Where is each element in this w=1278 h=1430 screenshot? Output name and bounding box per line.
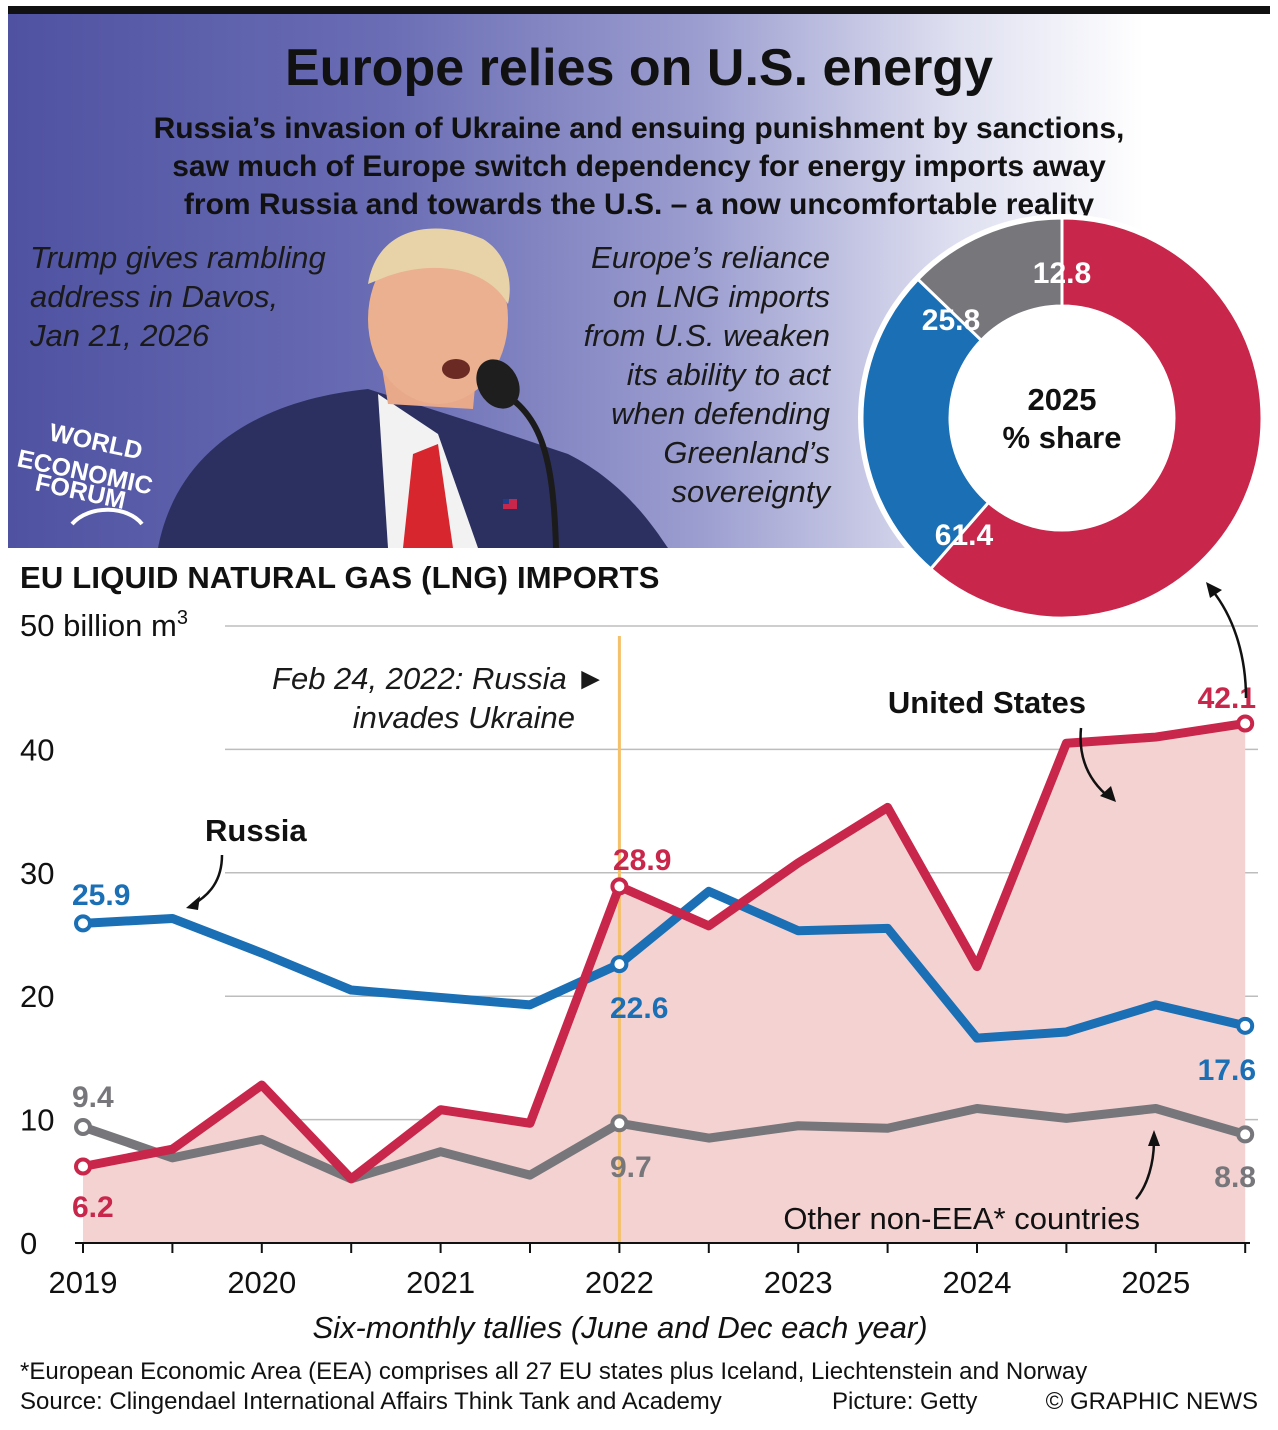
us-point [1236,714,1255,733]
x-tick-label: 2019 [49,1265,118,1300]
y-tick-label-text: 50 billion m [20,608,177,643]
top-rule [8,6,1270,14]
y-tick-unit-superscript: 3 [177,607,188,629]
source-note: Source: Clingendael International Affair… [20,1388,722,1415]
copyright: © GRAPHIC NEWS [1045,1388,1258,1415]
other-point [610,1114,629,1133]
russia-point [1236,1016,1255,1035]
caption-line: Trump gives rambling [30,240,326,275]
us-area-fill [83,723,1246,1243]
data-label: 17.6 [1198,1054,1256,1087]
data-label: 6.2 [72,1191,114,1224]
x-tick-label: 2021 [406,1265,475,1300]
russia-arrowhead [186,896,200,910]
hero-panel: WORLD ECONOMIC FORUM Europe relies on U.… [8,14,1270,548]
us-point [610,877,629,896]
us-arrowhead [1100,786,1116,802]
page-subtitle: Russia’s invasion of Ukraine and ensuing… [28,110,1250,224]
russia-pointer-arrow [191,854,224,907]
subtitle-line: Russia’s invasion of Ukraine and ensuing… [153,112,1125,145]
data-label: 9.4 [72,1081,114,1114]
reliance-annotation: Europe’s reliance on LNG imports from U.… [500,238,830,511]
russia-line [78,886,1250,1043]
x-tick-label: 2022 [585,1265,654,1300]
data-label: 42.1 [1198,682,1256,715]
y-tick-label: 20 [20,979,54,1014]
us-pointer-arrow [1079,727,1111,799]
invasion-annotation-line: invades Ukraine [353,700,575,735]
y-tick-label: 10 [20,1103,54,1138]
series-label-russia: Russia [205,813,307,848]
caption-line: Jan 21, 2026 [30,318,210,353]
photo-caption: Trump gives rambling address in Davos, J… [30,238,326,355]
data-label: 9.7 [610,1151,652,1184]
annotation-line: sovereignty [671,474,830,509]
page-title: Europe relies on U.S. energy [285,39,993,97]
chart-heading: EU LIQUID NATURAL GAS (LNG) IMPORTS [20,560,660,595]
other-arrowhead [1148,1130,1160,1146]
data-label: 22.6 [610,992,668,1025]
russia-point [74,914,92,933]
x-tick-label: 2025 [1121,1265,1190,1300]
other-point [1236,1125,1255,1144]
y-tick-label: 50 billion m3 [20,607,188,643]
y-tick-label: 0 [20,1226,37,1261]
subtitle-line: from Russia and towards the U.S. – a now… [183,188,1095,221]
speaker-photo [158,228,668,548]
caption-line: address in Davos, [30,279,279,314]
other-line [78,1103,1250,1184]
annotation-line: Greenland’s [663,435,830,470]
data-label: 8.8 [1214,1161,1256,1194]
eea-footnote: *European Economic Area (EEA) comprises … [20,1358,1088,1385]
us-point [74,1157,92,1176]
x-axis-title: Six-monthly tallies (June and Dec each y… [312,1310,927,1345]
donut-arrowhead [1206,582,1222,598]
annotation-line: its ability to act [626,357,830,392]
russia-point [610,955,629,974]
us-line [78,718,1250,1184]
annotation-line: on LNG imports [612,279,830,314]
annotation-line: when defending [611,396,830,431]
subtitle-line: saw much of Europe switch dependency for… [172,150,1106,183]
picture-credit: Picture: Getty [832,1388,978,1415]
annotation-line: Europe’s reliance [591,240,830,275]
y-tick-label: 30 [20,856,54,891]
data-label: 25.9 [72,879,130,912]
x-tick-label: 2023 [764,1265,833,1300]
series-label-us: United States [888,685,1086,720]
world-economic-forum-logo: WORLD ECONOMIC FORUM [15,406,186,536]
other-pointer-arrow [1135,1139,1156,1200]
invasion-annotation-line: Feb 24, 2022: Russia ► [272,661,606,696]
data-label: 28.9 [613,844,671,877]
donut-pointer-arrow [1211,589,1248,699]
annotation-line: from U.S. weaken [583,318,830,353]
y-tick-label: 40 [20,732,54,767]
x-tick-label: 2020 [227,1265,296,1300]
other-point [74,1118,92,1137]
x-tick-label: 2024 [943,1265,1012,1300]
series-label-other: Other non-EEA* countries [783,1201,1140,1236]
